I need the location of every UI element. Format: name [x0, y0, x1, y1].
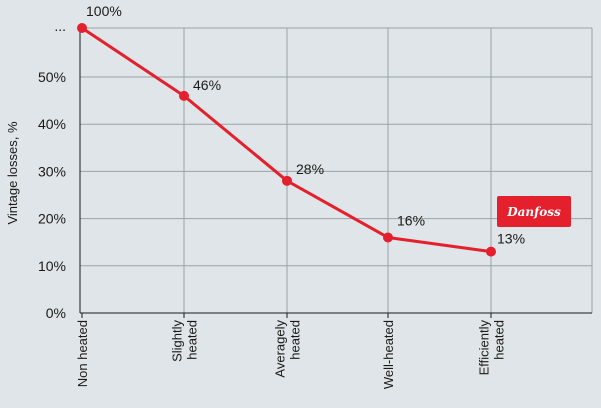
x-tick-label-1: Slightly heated — [170, 320, 200, 362]
series-line — [77, 23, 496, 257]
data-point-2 — [282, 175, 292, 186]
data-point-3 — [383, 232, 393, 243]
svg-text:Danfoss: Danfoss — [506, 205, 561, 219]
gridlines — [80, 27, 593, 313]
data-labels: 100% 46% 28% 16% 13% — [86, 3, 525, 247]
x-tick-label-0: Non heated — [75, 320, 90, 387]
y-tick-label-40: 40% — [38, 116, 66, 132]
data-point-4 — [486, 246, 496, 257]
x-tick-label-1-line-1: heated — [185, 320, 200, 360]
data-label-2: 28% — [296, 161, 324, 177]
y-tick-label-30: 30% — [38, 163, 66, 179]
y-axis-title: Vintage losses, % — [5, 121, 20, 225]
data-label-0: 100% — [86, 3, 122, 19]
y-break-label: ... — [54, 18, 66, 34]
data-label-4: 13% — [497, 231, 525, 247]
y-tick-label-10: 10% — [38, 258, 66, 274]
x-tick-label-4-line-0: Efficiently — [477, 320, 492, 376]
y-tick-labels: 0% 10% 20% 30% 40% 50%... — [38, 18, 66, 321]
x-tick-label-4: Efficiently heated — [477, 320, 507, 376]
x-tick-labels: Non heated Slightly heated Averagely heated W… — [75, 320, 507, 390]
x-tick-label-2-line-1: heated — [288, 320, 303, 360]
y-tick-label-0: 0% — [46, 305, 66, 321]
x-tick-label-1-line-0: Slightly — [170, 320, 185, 362]
data-label-1: 46% — [193, 77, 221, 93]
x-tick-label-0-line-0: Non heated — [75, 320, 90, 387]
y-tick-label-50: 50% — [38, 69, 66, 85]
x-tick-label-3: Well-heated — [381, 320, 396, 389]
x-tick-label-2-line-0: Averagely — [273, 320, 288, 378]
axes — [79, 28, 592, 318]
x-tick-label-4-line-1: heated — [492, 320, 507, 360]
x-tick-label-3-line-0: Well-heated — [381, 320, 396, 389]
data-point-0 — [77, 23, 87, 33]
data-label-3: 16% — [397, 212, 425, 228]
x-tick-label-2: Averagely heated — [273, 320, 303, 378]
danfoss-logo: Danfoss — [497, 196, 571, 227]
data-point-1 — [179, 90, 189, 101]
y-tick-label-20: 20% — [38, 211, 66, 227]
